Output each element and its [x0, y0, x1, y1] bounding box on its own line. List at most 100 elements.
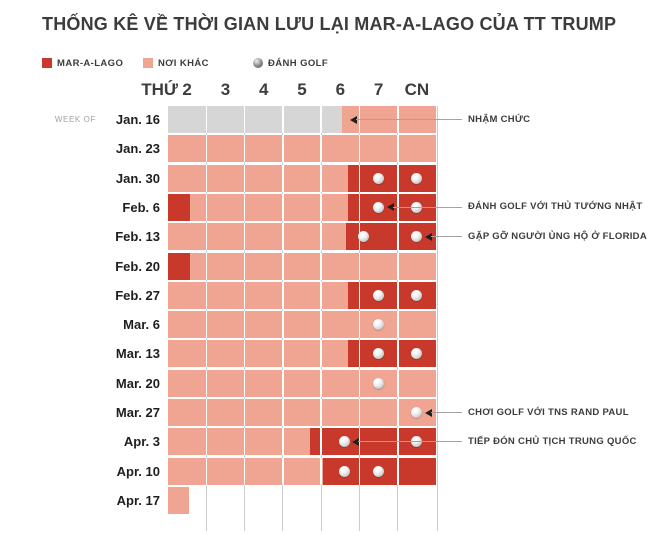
annotation-arrow-icon [424, 408, 432, 417]
column-divider [282, 135, 284, 163]
week-row [168, 252, 437, 280]
column-divider [205, 164, 208, 192]
day-header-5: 5 [297, 80, 307, 99]
column-divider [243, 369, 246, 397]
week-label: Apr. 17 [116, 492, 160, 508]
column-divider [282, 369, 284, 397]
gridline [437, 106, 439, 531]
annotation-line [430, 236, 462, 238]
day-segment-red [168, 193, 191, 221]
golf-ball-icon [373, 172, 385, 184]
column-divider [358, 135, 361, 163]
day-segment-salmon [168, 281, 348, 309]
day-segment-salmon [168, 311, 437, 339]
week-row [168, 311, 437, 339]
day-segment-red [348, 281, 437, 309]
column-divider [243, 135, 246, 163]
week-label: Feb. 20 [115, 258, 160, 274]
legend-label-mar-a-lago: MAR-A-LAGO [57, 57, 124, 69]
column-divider [358, 311, 361, 339]
column-divider [397, 369, 399, 397]
day-segment-gray [168, 106, 343, 133]
column-divider [205, 193, 208, 221]
page-title: THỐNG KÊ VỀ THỜI GIAN LƯU LẠI MAR-A-LAGO… [42, 14, 617, 34]
annotation-line [430, 412, 462, 413]
column-divider [320, 399, 322, 426]
day-header-6: 6 [335, 80, 346, 99]
column-divider [243, 223, 246, 251]
column-divider [205, 428, 208, 456]
day-header-2: 2 [182, 80, 192, 99]
column-divider [320, 164, 322, 192]
column-divider [205, 223, 208, 251]
annotation-line [356, 119, 462, 120]
mar-a-lago-swatch-icon [42, 58, 52, 68]
column-divider [320, 193, 322, 221]
legend-item-mar-a-lago: MAR-A-LAGO [42, 57, 123, 69]
column-divider [282, 311, 284, 339]
column-divider [397, 311, 399, 339]
day-segment-red [348, 164, 437, 192]
day-segment-salmon [190, 193, 348, 221]
column-divider [282, 223, 284, 251]
legend-item-golf: ĐÁNH GOLF [253, 57, 328, 69]
day-segment-salmon [168, 486, 190, 514]
column-divider [243, 399, 246, 426]
day-segment-red [348, 340, 437, 368]
annotation-line [392, 206, 462, 208]
day-segment-salmon [190, 252, 437, 280]
golf-ball-icon [357, 231, 369, 243]
week-row [168, 486, 436, 514]
column-divider [282, 399, 284, 426]
annotation-arrow-icon [386, 203, 394, 212]
golf-ball-icon [373, 377, 385, 389]
golf-ball-icon [411, 289, 423, 301]
column-divider [282, 193, 284, 221]
column-divider [205, 369, 208, 397]
column-divider [205, 106, 208, 133]
column-divider [320, 369, 322, 397]
golf-ball-icon [373, 319, 385, 331]
golf-ball-icon [373, 201, 385, 213]
week-row [168, 281, 437, 309]
annotation-label-0: NHẬM CHỨC [468, 113, 531, 125]
column-divider [397, 135, 399, 163]
column-divider [282, 340, 284, 368]
column-divider [243, 252, 246, 280]
week-row [168, 340, 437, 368]
annotation-label-4: TIẾP ĐÓN CHỦ TỊCH TRUNG QUỐC [468, 435, 637, 447]
golf-ball-legend-icon [253, 58, 263, 68]
column-divider [358, 252, 361, 280]
column-divider [205, 457, 208, 485]
golf-ball-icon [373, 289, 385, 301]
golf-ball-icon [373, 465, 385, 477]
column-divider [358, 340, 361, 368]
column-divider [243, 311, 246, 339]
week-label: Mar. 13 [115, 346, 160, 362]
golf-ball-icon [411, 348, 423, 360]
column-divider [205, 399, 208, 426]
week-label: Mar. 20 [115, 375, 160, 391]
day-segment-salmon [168, 457, 324, 485]
column-divider [358, 281, 361, 309]
golf-ball-icon [411, 407, 423, 418]
week-label: Apr. 3 [123, 434, 160, 450]
column-divider [358, 369, 361, 397]
annotation-arrow-icon [352, 437, 360, 446]
week-label: Mar. 27 [115, 405, 160, 420]
column-divider [243, 193, 246, 221]
week-label: Feb. 27 [115, 287, 160, 303]
legend-item-elsewhere: NƠI KHÁC [143, 57, 209, 69]
golf-ball-icon [338, 436, 350, 448]
week-label: Jan. 30 [115, 170, 160, 186]
day-segment-salmon [168, 135, 437, 163]
column-divider [243, 428, 246, 456]
week-of-label: WEEK OF [54, 115, 96, 124]
column-divider [397, 223, 399, 251]
column-divider [358, 164, 361, 192]
day-header-7: 7 [373, 80, 384, 99]
column-divider [282, 457, 284, 485]
column-divider [320, 223, 322, 251]
legend-label-golf: ĐÁNH GOLF [268, 57, 329, 69]
